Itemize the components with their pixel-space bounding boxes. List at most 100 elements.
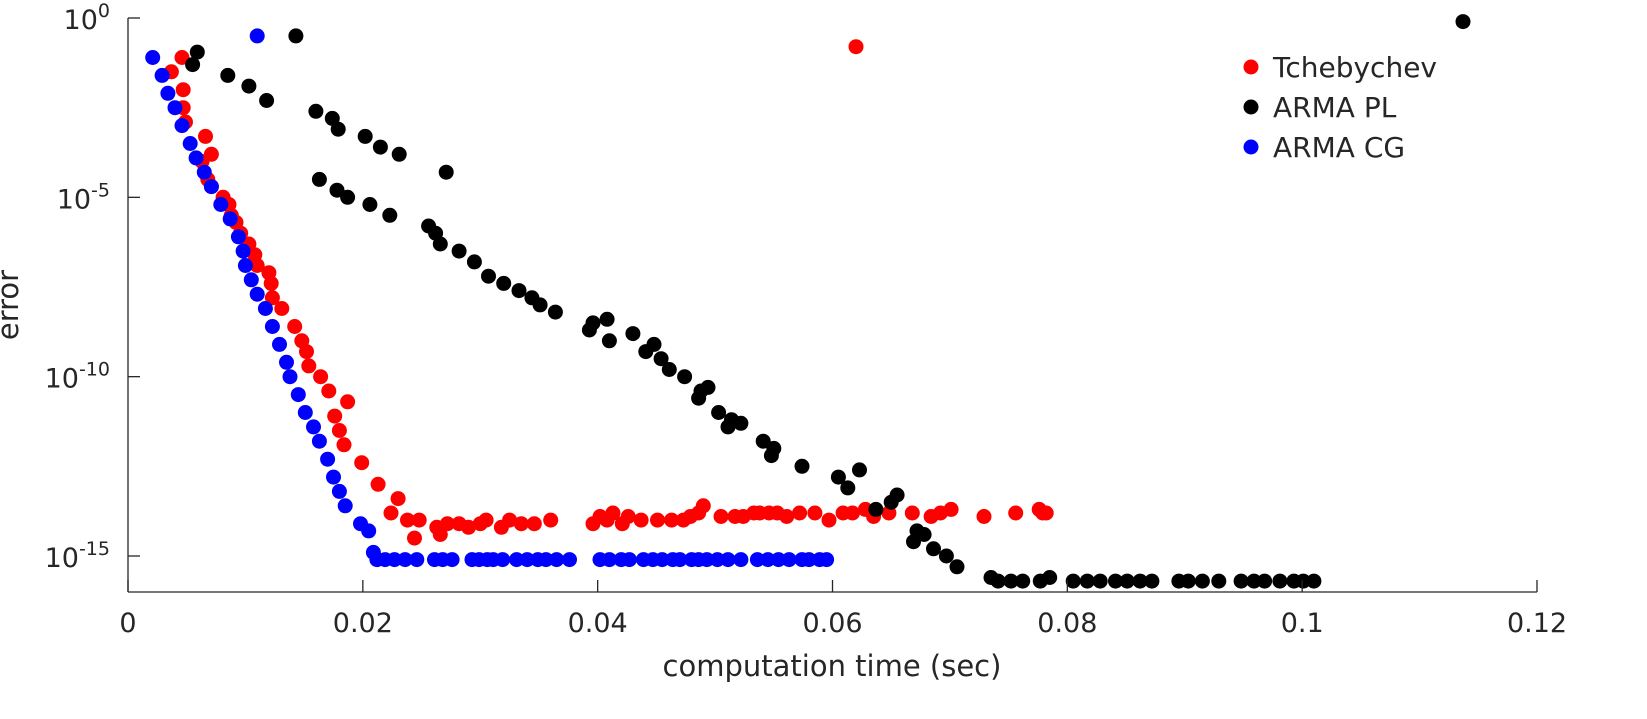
data-point xyxy=(620,509,636,524)
data-point xyxy=(241,78,257,94)
data-point xyxy=(713,509,729,524)
data-point xyxy=(1194,573,1210,589)
y-axis-ticks: 100 10-5 10-10 10-15 xyxy=(45,0,140,574)
data-point xyxy=(391,146,407,162)
data-point xyxy=(438,164,454,180)
data-point xyxy=(819,552,835,568)
data-point xyxy=(695,498,711,514)
legend-label: Tchebychev xyxy=(1272,51,1437,84)
data-point xyxy=(481,268,496,284)
data-point xyxy=(502,512,518,528)
data-point xyxy=(249,28,265,44)
data-point xyxy=(370,476,386,492)
y-tick-label: 10-10 xyxy=(45,359,110,395)
data-point xyxy=(478,512,494,528)
x-tick-label: 0.12 xyxy=(1507,608,1567,639)
data-point xyxy=(185,57,201,73)
data-point xyxy=(297,405,313,420)
data-point xyxy=(330,121,346,137)
x-tick-label: 0.08 xyxy=(1037,608,1097,639)
data-point xyxy=(519,552,535,568)
data-point xyxy=(264,319,280,334)
data-point xyxy=(243,272,259,288)
data-point xyxy=(1079,573,1095,589)
data-point xyxy=(700,379,716,395)
data-point xyxy=(145,50,161,65)
data-point xyxy=(601,333,617,349)
y-axis-title: error xyxy=(0,270,25,340)
data-point xyxy=(990,573,1006,589)
data-point xyxy=(290,387,306,403)
data-point xyxy=(354,455,370,471)
data-point xyxy=(916,527,932,542)
data-point xyxy=(845,505,860,521)
data-point xyxy=(321,383,337,399)
legend-label: ARMA PL xyxy=(1273,91,1397,124)
y-tick-label: 10-5 xyxy=(57,179,110,215)
x-axis-title: computation time (sec) xyxy=(663,649,1002,683)
legend-marker xyxy=(1243,59,1259,75)
data-point xyxy=(361,523,377,539)
data-point xyxy=(306,419,321,435)
data-point xyxy=(889,487,905,503)
data-point xyxy=(249,286,265,302)
data-point xyxy=(1008,505,1024,521)
data-point xyxy=(549,552,565,568)
data-point xyxy=(943,501,959,517)
data-point xyxy=(264,290,280,306)
data-point xyxy=(599,311,615,327)
data-point xyxy=(337,498,353,514)
data-point xyxy=(287,319,303,334)
data-point xyxy=(677,369,693,385)
data-point xyxy=(1038,505,1054,521)
data-point xyxy=(711,405,727,420)
series-arma-cg xyxy=(145,28,835,568)
data-point xyxy=(526,516,542,532)
data-point xyxy=(387,552,402,568)
data-point xyxy=(160,85,176,101)
data-point xyxy=(400,512,415,528)
data-point xyxy=(547,304,563,320)
data-point xyxy=(852,462,867,478)
data-point xyxy=(466,254,482,270)
data-point xyxy=(1144,573,1160,589)
data-point xyxy=(203,179,219,195)
data-point xyxy=(1132,573,1148,589)
data-point xyxy=(821,512,837,528)
data-point xyxy=(749,552,765,568)
data-point xyxy=(329,182,345,198)
data-point xyxy=(311,171,327,187)
x-axis-ticks: 0 0.02 0.04 0.06 0.08 0.1 0.12 xyxy=(119,580,1567,639)
data-point xyxy=(709,552,725,568)
data-point xyxy=(320,451,336,467)
data-point xyxy=(235,243,251,259)
y-tick-label: 100 xyxy=(64,0,110,36)
data-point xyxy=(1003,573,1019,589)
data-point xyxy=(174,118,190,134)
data-point xyxy=(621,552,637,568)
data-point xyxy=(926,541,941,557)
data-point xyxy=(646,336,662,352)
data-point xyxy=(327,408,343,424)
x-tick-label: 0 xyxy=(119,608,136,639)
data-point xyxy=(362,197,378,212)
data-point xyxy=(326,469,341,485)
data-point xyxy=(444,552,460,568)
data-point xyxy=(182,136,198,151)
data-point xyxy=(249,258,265,273)
data-point xyxy=(801,552,817,568)
data-point xyxy=(601,552,617,568)
data-point xyxy=(653,351,669,367)
series-arma-pl xyxy=(185,14,1471,589)
data-point xyxy=(781,552,797,568)
data-point xyxy=(509,552,525,568)
data-point xyxy=(357,128,373,144)
data-point xyxy=(213,197,229,212)
data-point xyxy=(495,552,511,568)
data-point xyxy=(175,82,191,98)
data-point xyxy=(699,552,715,568)
data-point xyxy=(1233,573,1249,589)
legend: Tchebychev ARMA PL ARMA CG xyxy=(1243,51,1437,164)
data-point xyxy=(1180,573,1196,589)
